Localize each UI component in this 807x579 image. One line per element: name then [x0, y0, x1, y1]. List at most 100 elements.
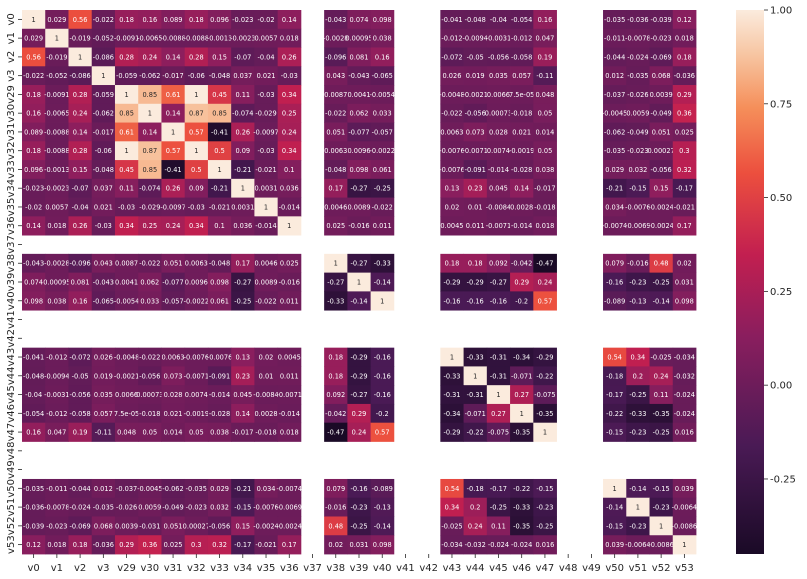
heatmap-cell: [161, 347, 186, 367]
heatmap-cell: [486, 85, 511, 105]
heatmap-cell-value: 0.00095: [43, 279, 70, 287]
heatmap-cell-value: 0.02: [677, 260, 692, 268]
heatmap-cell: [649, 385, 674, 405]
heatmap-cell: [626, 403, 650, 424]
heatmap-cell-value: -0.25: [653, 279, 670, 287]
heatmap-cell-value: 0.25: [142, 222, 157, 230]
heatmap-cell: [486, 253, 511, 274]
heatmap-cell: [626, 66, 650, 86]
heatmap-cell: [138, 535, 162, 555]
heatmap-cell: [510, 197, 534, 217]
heatmap-cell: [138, 122, 162, 142]
heatmap-cell-value: 0.1: [284, 166, 295, 174]
heatmap-cell-value: 0.3: [191, 541, 202, 549]
heatmap-cell: [207, 366, 232, 386]
heatmap-cell: [68, 291, 93, 311]
heatmap-cell: [626, 253, 650, 274]
heatmap-cell: [161, 178, 186, 198]
heatmap-cell-value: 0.016: [675, 429, 694, 437]
colorbar-tick-label: 0.50: [770, 193, 792, 204]
heatmap-cell-value: -0.022: [139, 354, 160, 362]
x-tick-label: v41: [396, 563, 415, 574]
heatmap-cell-value: 0.09: [189, 185, 204, 193]
heatmap-cell: [672, 141, 697, 161]
heatmap-cell: [45, 272, 69, 292]
heatmap-cell: [672, 535, 697, 555]
heatmap-cell-value: -0.15: [606, 429, 623, 437]
heatmap-cell: [138, 10, 162, 30]
heatmap-cell-value: -0.0074: [602, 222, 627, 230]
heatmap-cell: [603, 422, 627, 442]
heatmap-cell: [161, 497, 186, 517]
heatmap-cell-value: 0.0057: [254, 35, 277, 43]
heatmap-cell-value: 0.061: [210, 297, 229, 305]
heatmap-cell-value: -0.0076: [253, 504, 278, 512]
heatmap-cell: [626, 272, 650, 292]
heatmap-cell: [370, 103, 395, 123]
heatmap-cell: [22, 66, 46, 86]
heatmap-cell-value: -0.31: [467, 391, 484, 399]
heatmap-cell-value: 0.18: [328, 354, 343, 362]
heatmap-cell-value: -0.0024: [648, 203, 673, 211]
heatmap-cell: [463, 197, 488, 217]
heatmap-cell-value: 0.037: [233, 72, 252, 80]
x-tick-label: v52: [652, 563, 671, 574]
heatmap-cell-value: 0.11: [119, 185, 134, 193]
heatmap-cell-value: 0.018: [47, 541, 66, 549]
heatmap-cell: [510, 366, 534, 386]
heatmap-cell: [68, 197, 93, 217]
heatmap-cell: [370, 253, 395, 274]
heatmap-cell-value: 0.11: [654, 391, 669, 399]
heatmap-cell: [370, 160, 395, 180]
heatmap-cell: [45, 216, 69, 236]
heatmap-cell-value: -0.13: [374, 504, 391, 512]
heatmap-cell-value: 0.021: [257, 72, 276, 80]
heatmap-cell: [114, 535, 139, 555]
heatmap-cell: [161, 422, 186, 442]
heatmap-cell: [626, 178, 650, 198]
heatmap-cell: [91, 28, 116, 48]
x-tick-label: v35: [257, 563, 276, 574]
heatmap-cell: [231, 291, 255, 311]
heatmap-cell: [184, 347, 209, 367]
heatmap-cell-value: -0.056: [488, 53, 509, 61]
heatmap-cell-value: -0.026: [627, 91, 648, 99]
y-tick-label: v45: [6, 385, 17, 404]
heatmap-cell: [510, 253, 534, 274]
heatmap-cell: [672, 272, 697, 292]
heatmap-cell-value: -0.062: [162, 485, 183, 493]
heatmap-cell: [22, 103, 46, 123]
heatmap-cell: [347, 47, 372, 67]
heatmap-cell-value: 0.17: [282, 541, 297, 549]
heatmap-cell-value: -0.021: [209, 203, 230, 211]
heatmap-cell: [324, 478, 348, 499]
heatmap-cell: [347, 535, 372, 555]
heatmap-cell: [533, 403, 557, 424]
heatmap-cell: [347, 103, 372, 123]
heatmap-cell: [45, 197, 69, 217]
heatmap-cell-value: 0.57: [189, 128, 204, 136]
heatmap-cell: [277, 403, 302, 424]
heatmap-cell-value: -0.017: [162, 72, 183, 80]
heatmap-cell-value: 0.18: [445, 260, 460, 268]
heatmap-cell: [510, 160, 534, 180]
heatmap-cell: [207, 178, 232, 198]
heatmap-cell: [114, 160, 139, 180]
heatmap-cell-value: -0.0097: [253, 128, 278, 136]
heatmap-cell-value: -0.025: [651, 354, 672, 362]
heatmap-cell: [347, 216, 372, 236]
x-tick-label: v38: [326, 563, 345, 574]
heatmap-cell-value: -0.03: [281, 72, 298, 80]
heatmap-cell: [68, 253, 93, 274]
heatmap-cell-value: -0.0064: [625, 541, 650, 549]
heatmap-cell: [277, 216, 302, 236]
heatmap-cell: [486, 160, 511, 180]
heatmap-cell: [254, 497, 279, 517]
heatmap-cell: [533, 497, 557, 517]
heatmap-cell: [254, 385, 279, 405]
heatmap-cell-value: 0.19: [538, 53, 553, 61]
heatmap-cell: [254, 478, 279, 499]
heatmap-cell-value: 0.3: [679, 147, 690, 155]
heatmap-cell: [277, 47, 302, 67]
colorbar-tick-label: -0.25: [770, 474, 796, 485]
